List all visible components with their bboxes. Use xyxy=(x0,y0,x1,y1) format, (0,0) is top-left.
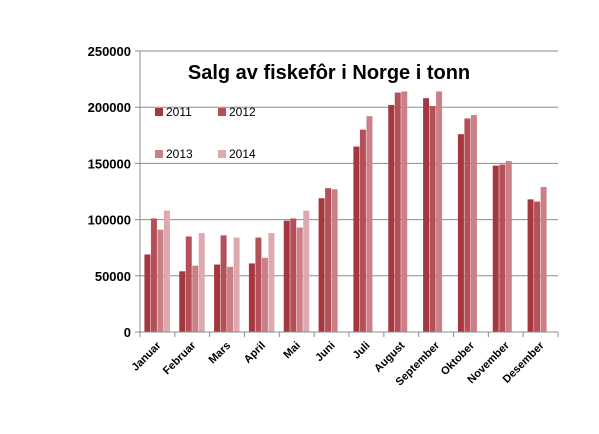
bar-2013-mai xyxy=(296,227,303,332)
bar-2013-oktober xyxy=(470,115,477,333)
y-tick-label: 0 xyxy=(124,325,131,340)
x-tick-label: Januar xyxy=(130,339,165,374)
bar-2012-juni xyxy=(325,188,332,332)
legend-label-2012: 2012 xyxy=(229,105,256,119)
bar-2011-september xyxy=(423,98,430,332)
grid-layer xyxy=(140,50,558,277)
bar-2012-desember xyxy=(534,201,541,332)
bar-2013-juni xyxy=(331,189,338,332)
chart-title: Salg av fiskefôr i Norge i tonn xyxy=(188,62,470,84)
legend-swatch-2014 xyxy=(218,150,226,158)
bar-2014-februar xyxy=(198,233,205,332)
x-tick-label: August xyxy=(372,339,408,375)
bar-2014-januar xyxy=(163,210,170,332)
legend-label-2011: 2011 xyxy=(166,105,192,119)
bar-2013-august xyxy=(401,91,408,333)
legend-swatch-2012 xyxy=(218,108,226,116)
bar-2013-april xyxy=(261,257,268,332)
bar-2011-november xyxy=(492,165,499,332)
legend: 2011 2012 2013 2014 xyxy=(155,105,256,161)
bar-2011-mai xyxy=(283,220,290,332)
bar-2011-juli xyxy=(353,146,360,332)
x-tick-label: Juni xyxy=(313,340,337,364)
bar-2013-desember xyxy=(540,187,547,332)
bar-2013-september xyxy=(436,91,443,333)
bar-2011-desember xyxy=(527,199,534,332)
bar-2012-mars xyxy=(220,235,227,332)
y-tick-label: 150000 xyxy=(88,156,131,171)
bar-2012-august xyxy=(394,92,401,332)
bar-2011-februar xyxy=(179,271,186,332)
bar-2012-september xyxy=(429,106,436,333)
x-tick-label: Februar xyxy=(161,339,199,377)
bar-2014-mai xyxy=(303,210,310,332)
bar-2011-april xyxy=(248,263,255,332)
x-tick-label: April xyxy=(242,340,268,366)
bar-2013-juli xyxy=(366,116,373,332)
bar-2011-januar xyxy=(144,254,151,332)
bars-layer xyxy=(144,91,547,333)
bar-2014-mars xyxy=(233,237,240,332)
bar-2013-mars xyxy=(227,266,234,332)
legend-label-2013: 2013 xyxy=(166,147,193,161)
legend-label-2014: 2014 xyxy=(229,147,256,161)
bar-2014-april xyxy=(268,233,275,332)
bar-2013-november xyxy=(505,161,512,332)
bar-2011-mars xyxy=(214,264,221,332)
legend-swatch-2011 xyxy=(155,108,163,116)
y-tick-label: 100000 xyxy=(88,213,131,228)
bar-2013-januar xyxy=(157,229,164,332)
legend-swatch-2013 xyxy=(155,150,163,158)
bar-2012-oktober xyxy=(464,118,471,332)
bar-2013-februar xyxy=(192,265,199,332)
x-tick-label: Mai xyxy=(281,340,302,361)
y-tick-label: 50000 xyxy=(95,269,131,284)
bar-2012-november xyxy=(499,164,506,332)
bar-2011-august xyxy=(388,104,395,333)
bar-2012-april xyxy=(255,237,262,332)
y-tick-label: 250000 xyxy=(88,44,131,59)
y-tick-label: 200000 xyxy=(88,100,131,115)
x-tick-label: Juli xyxy=(351,340,373,362)
bar-2012-mai xyxy=(290,218,297,332)
bar-2011-oktober xyxy=(457,134,464,332)
bar-2012-januar xyxy=(150,218,157,332)
x-tick-label: Mars xyxy=(207,340,234,367)
bar-2012-februar xyxy=(185,236,192,332)
bar-2012-juli xyxy=(359,129,366,332)
bar-2011-juni xyxy=(318,198,325,332)
